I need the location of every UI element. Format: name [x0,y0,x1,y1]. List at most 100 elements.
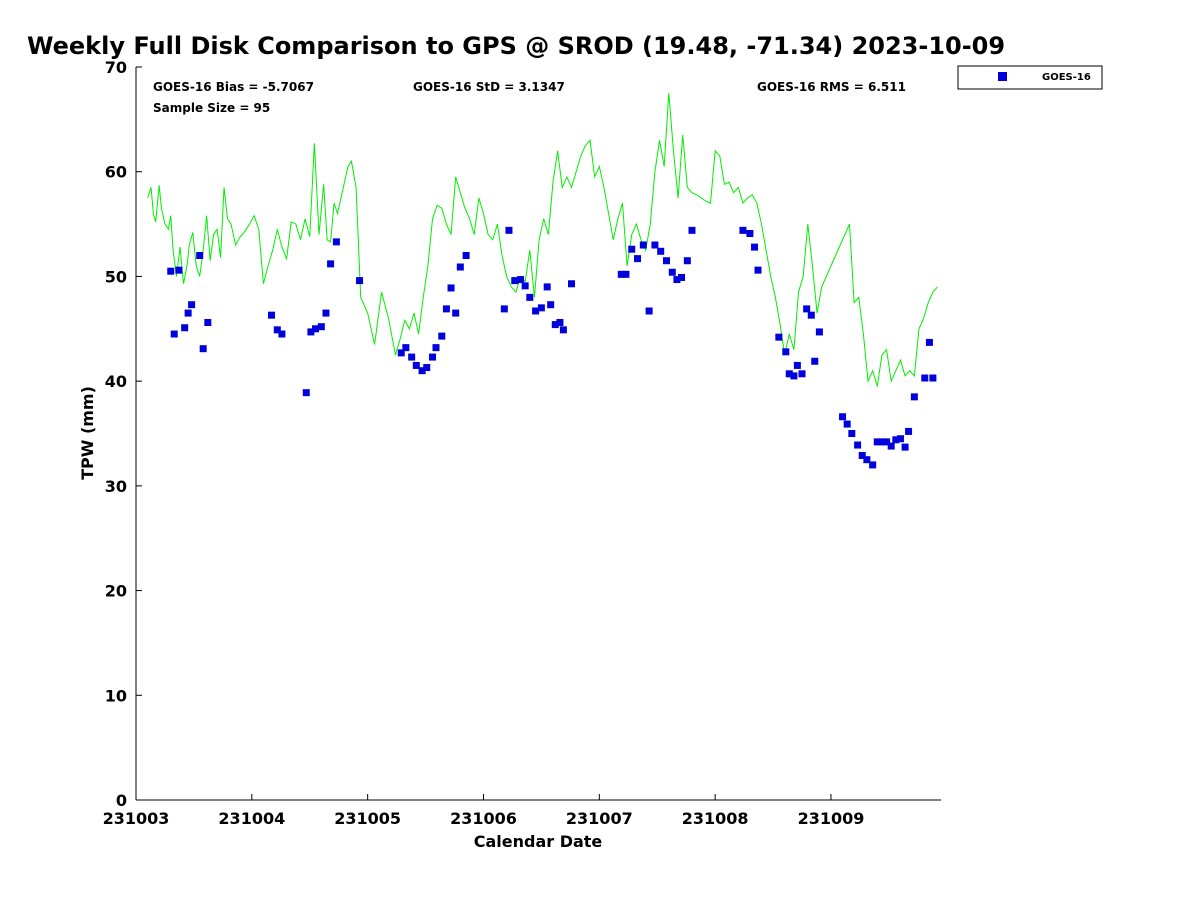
goes-16-point [551,321,559,329]
goes-16-point [622,270,630,278]
goes-16-point [167,267,175,275]
std-stat: GOES-16 StD = 3.1347 [413,80,565,94]
goes-16-point [617,270,625,278]
goes-16-point [657,247,665,255]
y-ticks: 0 10 20 30 40 50 60 70 [105,58,142,810]
gps-series-line [147,93,938,387]
goes-16-point [312,325,320,333]
goes-16-point [645,307,653,315]
goes-16-point [442,305,450,313]
goes-16-point [505,226,513,234]
chart-title: Weekly Full Disk Comparison to GPS @ SRO… [27,32,1005,60]
goes-16-point [628,245,636,253]
y-tick-label: 20 [105,582,127,601]
y-tick-label: 0 [116,791,127,810]
goes-16-point [662,257,670,265]
legend: GOES-16 [957,65,1103,90]
goes-16-point [921,374,929,382]
goes-16-point [268,311,276,319]
x-tick-label: 231003 [103,809,170,828]
goes-16-point [322,309,330,317]
goes-16-point [785,370,793,378]
y-tick-label: 60 [105,163,127,182]
goes-16-point [412,361,420,369]
goes-16-point [688,226,696,234]
goes-16-point [678,273,686,281]
goes-16-point [456,263,464,271]
goes-16-point [793,361,801,369]
goes-16-point [803,305,811,313]
goes-16-point [170,330,178,338]
goes-16-point [887,442,895,450]
goes-16-point [537,304,545,312]
goes-16-point [356,277,364,285]
goes-16-point [526,293,534,301]
goes-16-point [204,319,212,327]
goes-16-point [547,301,555,309]
goes-16-point [397,349,405,357]
goes-16-point [568,280,576,288]
goes-16-point [751,243,759,251]
goes-16-point [843,420,851,428]
goes-16-point [408,353,416,361]
y-tick-label: 10 [105,686,127,705]
goes-16-point [327,260,335,268]
goes-16-point [199,345,207,353]
bias-stat: GOES-16 Bias = -5.7067 [153,80,314,94]
goes-16-point [500,305,508,313]
goes-16-point [905,427,913,435]
goes-16-point [892,436,900,444]
goes-16-point [863,456,871,464]
goes-16-point [775,333,783,341]
goes-16-point [848,430,856,437]
plot-area: 0 10 20 30 40 50 60 70 231003 231004 231005 231006… [103,58,941,828]
goes-16-point [532,307,540,315]
goes-16-point [462,251,470,259]
x-ticks: 231003 231004 231005 231006 231007 231008 2310… [103,794,865,828]
goes-16-point [447,284,455,292]
goes-16-point [746,229,754,237]
goes-16-point [798,370,806,378]
goes-16-point [423,364,431,372]
goes-16-point [639,241,647,249]
goes-16-point [307,328,315,336]
goes-16-point [673,276,681,284]
goes-16-point [854,441,862,449]
goes-16-point [815,328,823,336]
goes-16-point [910,393,918,401]
y-tick-label: 50 [105,267,127,286]
goes-16-point [807,311,815,319]
legend-marker-goes-16 [998,72,1007,81]
legend-label-goes-16: GOES-16 [1042,72,1091,83]
goes-16-point [683,257,691,265]
x-tick-label: 231005 [334,809,401,828]
goes-16-point [511,277,519,285]
goes-16-point [839,413,847,421]
y-tick-label: 70 [105,58,127,77]
goes-16-point [175,266,183,274]
goes-16-point [782,348,790,356]
goes-16-point [858,451,866,459]
goes-16-point [332,238,340,246]
y-tick-label: 30 [105,477,127,496]
y-tick-label: 40 [105,372,127,391]
goes-16-point [402,344,410,352]
legend-box [957,65,1103,90]
goes-16-point [873,438,881,446]
goes-16-point [651,241,659,249]
goes-16-point [790,372,798,380]
goes-16-point [869,461,877,469]
goes-16-point [196,251,204,259]
goes-16-point [754,266,762,274]
sample-size-stat: Sample Size = 95 [153,101,270,115]
goes-16-point [925,338,933,346]
goes-16-series [167,226,937,469]
goes-16-point [418,367,426,375]
x-tick-label: 231004 [218,809,285,828]
goes-16-point [878,438,886,446]
x-tick-label: 231009 [798,809,865,828]
goes-16-point [739,226,747,234]
goes-16-point [273,326,281,334]
goes-16-point [278,330,286,338]
